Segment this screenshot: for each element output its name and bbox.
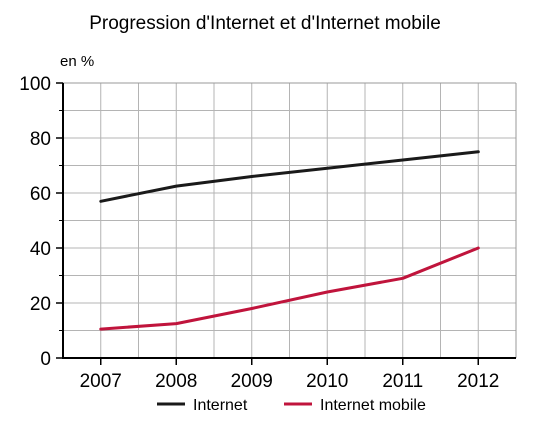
chart-title: Progression d'Internet et d'Internet mob… [89,13,441,34]
y-axis-unit-label: en % [60,53,94,70]
series-line-internet [99,150,480,203]
x-tick-labels: 2007 2008 2009 2010 2011 2012 [80,371,500,392]
y-tick-label: 0 [40,349,51,370]
y-tick-label: 60 [30,184,51,205]
grid-lines [63,83,516,358]
x-tick-label: 2011 [382,371,423,392]
y-tick-label: 100 [19,74,51,95]
x-tick-label: 2008 [155,371,197,392]
x-tick-label: 2010 [306,371,348,392]
series-line-internet-mobile [99,246,480,331]
legend-label: Internet mobile [320,397,426,414]
legend-label: Internet [193,397,248,414]
y-tick-label: 40 [30,239,51,260]
y-tick-label: 80 [30,129,51,150]
x-tick-label: 2007 [80,371,122,392]
series-lines [99,150,480,331]
y-tick-labels: 0 20 40 60 80 100 [19,74,51,370]
x-tick-label: 2012 [457,371,499,392]
axes [56,82,517,365]
legend: Internet Internet mobile [157,397,426,414]
y-tick-label: 20 [30,294,51,315]
x-tick-label: 2009 [231,371,273,392]
